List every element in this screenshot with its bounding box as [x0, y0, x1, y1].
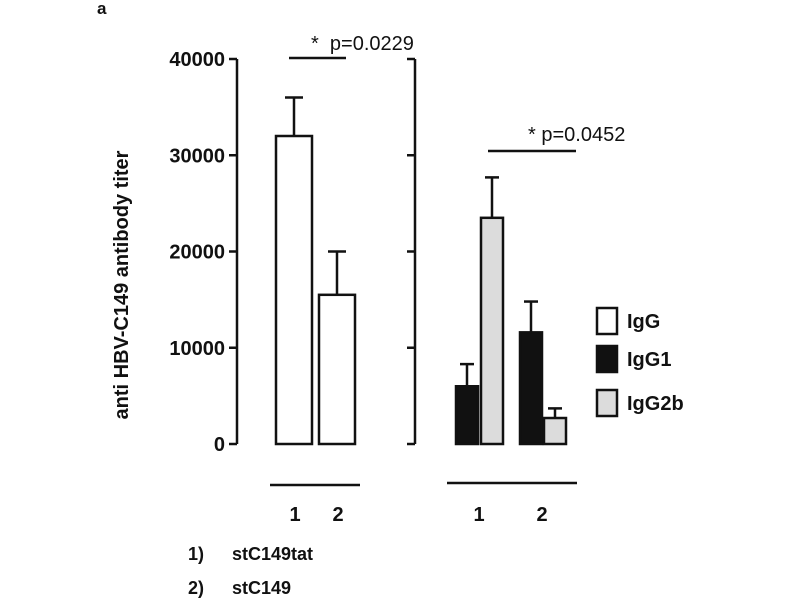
- panel-label: a: [97, 0, 107, 18]
- bar-igg2b-2: [542, 416, 568, 446]
- y-tick-label: 30000: [169, 145, 225, 167]
- x-tick-label: 2: [536, 504, 547, 526]
- left-chart: 0 10000 20000 30000 40000 1 2 * p=0.0229: [169, 33, 414, 526]
- key-label: stC149tat: [232, 544, 313, 564]
- group-key: 1) stC149tat 2) stC149: [188, 544, 313, 598]
- x-tick-label: 1: [289, 504, 300, 526]
- key-label: stC149: [232, 578, 291, 598]
- y-tick-label: 10000: [169, 338, 225, 360]
- y-tick-label: 40000: [169, 49, 225, 71]
- significance-label: * p=0.0229: [311, 33, 414, 55]
- y-tick-label: 0: [214, 434, 225, 456]
- key-number: 2): [188, 578, 204, 598]
- legend: IgG IgG1 IgG2b: [595, 306, 684, 418]
- legend-label: IgG1: [627, 349, 671, 371]
- bar-igg1-2: [518, 331, 544, 446]
- bar-igg2b-1: [479, 216, 505, 446]
- bar-igg1-1: [454, 385, 480, 446]
- legend-item: IgG: [595, 306, 660, 336]
- legend-swatch: [595, 388, 619, 418]
- bar-igg-1: [274, 134, 314, 446]
- x-tick-label: 2: [332, 504, 343, 526]
- significance-label: * p=0.0452: [528, 124, 625, 146]
- y-axis-label: anti HBV-C149 antibody titer: [111, 150, 133, 419]
- legend-swatch: [595, 306, 619, 336]
- y-tick-label: 20000: [169, 242, 225, 264]
- right-chart: 1 2 * p=0.0452: [407, 57, 625, 526]
- bar-igg-2: [317, 293, 357, 446]
- legend-label: IgG: [627, 311, 660, 333]
- key-number: 1): [188, 544, 204, 564]
- x-tick-label: 1: [473, 504, 484, 526]
- legend-item: IgG1: [595, 344, 671, 374]
- legend-label: IgG2b: [627, 393, 684, 415]
- legend-swatch: [595, 344, 619, 374]
- legend-item: IgG2b: [595, 388, 684, 418]
